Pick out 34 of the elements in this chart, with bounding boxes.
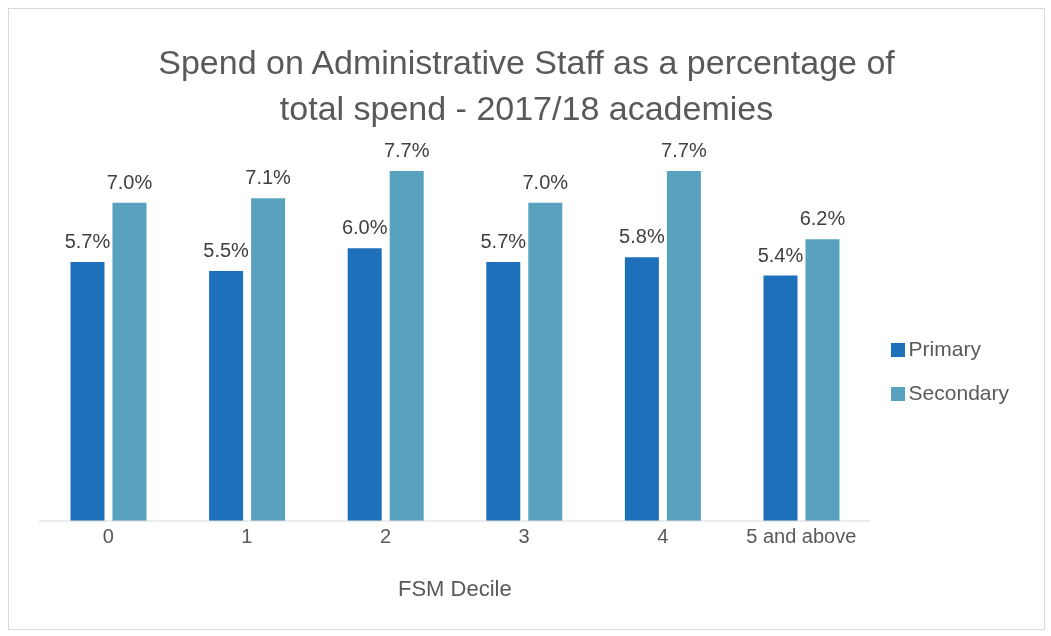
data-label: 7.0%	[106, 170, 153, 193]
bar	[528, 202, 563, 521]
x-tick-label: 5 and above	[746, 525, 857, 548]
data-label: 6.0%	[341, 216, 388, 239]
data-label: 7.0%	[522, 170, 569, 193]
bar	[251, 198, 286, 521]
bar	[347, 248, 382, 521]
chart-title: Spend on Administrative Staff as a percentage of total spend - 2017/18 academies	[157, 42, 896, 129]
data-label: 5.8%	[619, 225, 665, 248]
bar	[209, 271, 244, 521]
x-tick-label: 3	[518, 525, 530, 548]
bar	[666, 171, 701, 521]
bar	[70, 261, 105, 521]
data-label: 5.7%	[480, 229, 527, 252]
bar	[486, 261, 521, 521]
data-label: 7.7%	[383, 139, 430, 161]
x-tick-label: 1	[241, 525, 253, 548]
data-label: 5.4%	[757, 243, 804, 266]
data-label: 5.7%	[64, 229, 111, 252]
bar	[389, 171, 424, 521]
x-tick-label: 2	[379, 525, 392, 548]
bar	[805, 239, 840, 521]
bar	[624, 257, 659, 521]
x-tick-label: 4	[657, 525, 669, 548]
data-label: 7.7%	[661, 139, 707, 161]
bar	[763, 275, 798, 521]
legend-label: Secondary	[908, 381, 1009, 404]
data-label: 7.1%	[245, 166, 292, 189]
data-label: 6.2%	[799, 207, 846, 230]
bar	[112, 202, 147, 521]
x-tick-label: 0	[102, 525, 114, 548]
data-label: 5.5%	[203, 239, 250, 261]
legend-label: Primary	[908, 337, 981, 360]
x-axis-title: FSM Decile	[397, 576, 512, 601]
